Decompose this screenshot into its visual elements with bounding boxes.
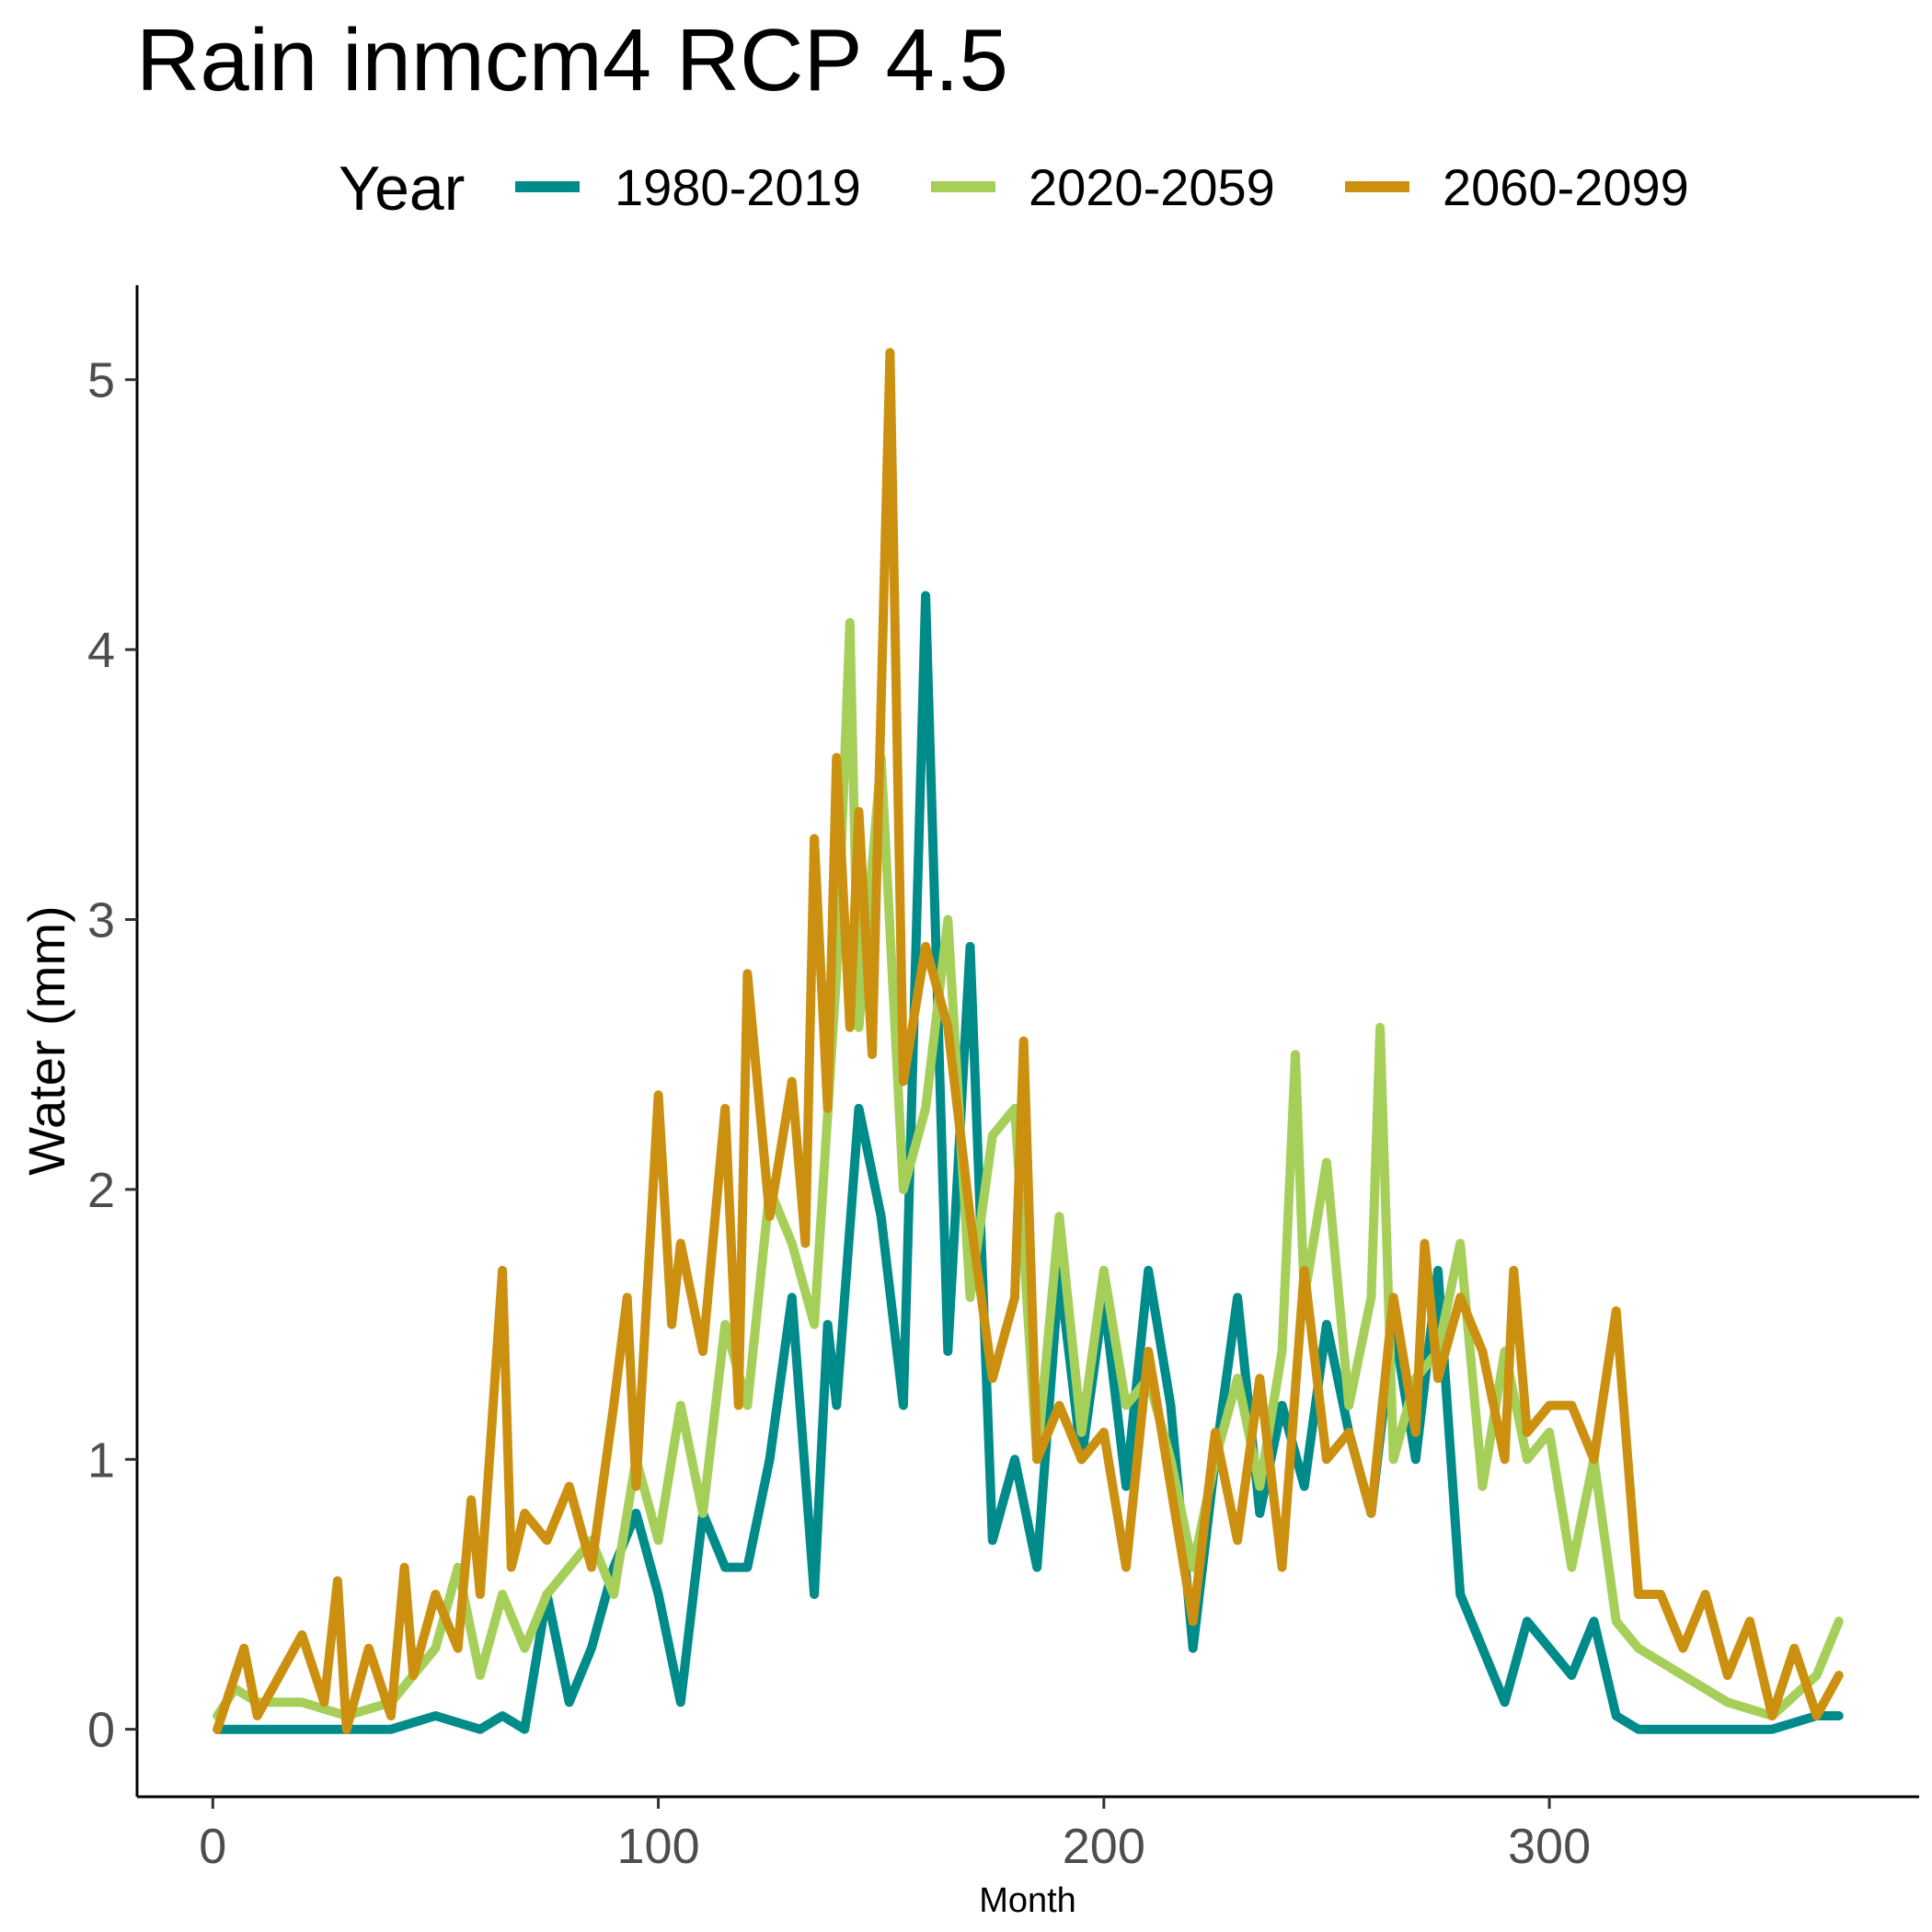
x-tick-label-200: 200 (1063, 1819, 1145, 1874)
y-tick-label-2: 2 (87, 1163, 115, 1218)
legend-label-2060-2099: 2060-2099 (1443, 158, 1689, 216)
y-axis-title: Water (mm) (17, 905, 75, 1175)
legend-label-1980-2019: 1980-2019 (615, 158, 861, 216)
y-tick-label-4: 4 (87, 623, 115, 678)
y-tick-label-1: 1 (87, 1432, 115, 1488)
x-tick-label-0: 0 (199, 1819, 226, 1874)
series-line-1980-2019 (213, 591, 1844, 1734)
y-tick-label-3: 3 (87, 892, 115, 948)
legend-label-2020-2059: 2020-2059 (1029, 158, 1275, 216)
y-tick-label-0: 0 (87, 1703, 115, 1758)
series-line-2060-2099 (213, 348, 1844, 1734)
series-lines (213, 348, 1844, 1734)
legend-title: Year (339, 154, 465, 224)
x-axis-title: Month (979, 1881, 1076, 1920)
x-axis-ticks: 0 100 200 300 (199, 1797, 1591, 1874)
x-tick-label-300: 300 (1508, 1819, 1591, 1874)
x-tick-label-100: 100 (617, 1819, 700, 1874)
plot-area: 0 1 2 3 4 5 0 100 200 300 (87, 285, 1919, 1874)
legend: Year 1980-2019 2020-2059 2060-2099 (339, 154, 1689, 224)
y-axis-ticks: 0 1 2 3 4 5 (87, 353, 137, 1758)
chart-title: Rain inmcm4 RCP 4.5 (136, 11, 1008, 109)
y-tick-label-5: 5 (87, 353, 115, 408)
